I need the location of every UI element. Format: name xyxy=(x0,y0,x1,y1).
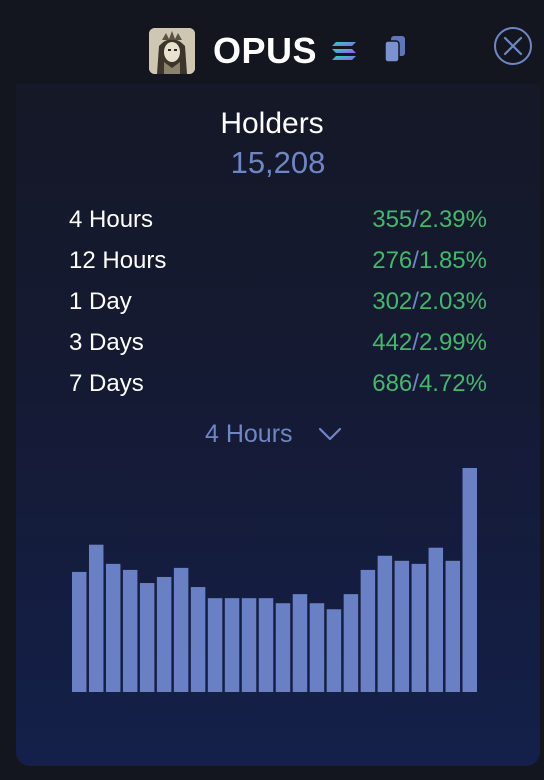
stat-label: 7 Days xyxy=(69,370,144,397)
token-avatar xyxy=(149,28,195,74)
stat-separator: / xyxy=(412,206,419,233)
chart-bar xyxy=(139,583,155,692)
period-dropdown-value: 4 Hours xyxy=(205,419,293,448)
stat-value: 302/2.03% xyxy=(372,288,487,316)
stat-row-3d: 3 Days 442/2.99% xyxy=(69,327,487,368)
stat-row-7d: 7 Days 686/4.72% xyxy=(69,368,487,409)
stat-count: 442 xyxy=(372,329,413,356)
chevron-down-icon xyxy=(318,427,341,441)
stat-value: 276/1.85% xyxy=(372,247,487,275)
holders-count: 15,208 xyxy=(230,145,326,180)
stat-row-1d: 1 Day 302/2.03% xyxy=(69,286,487,327)
holders-title: Holders xyxy=(220,107,324,140)
token-name: OPUS xyxy=(213,30,318,71)
stat-count: 302 xyxy=(372,288,413,315)
stat-label: 1 Day xyxy=(69,288,132,315)
stat-count: 686 xyxy=(372,370,413,397)
chart-bar xyxy=(105,563,121,692)
token-header: OPUS xyxy=(0,0,544,92)
stat-value: 686/4.72% xyxy=(372,370,487,398)
stat-row-4h: 4 Hours 355/2.39% xyxy=(69,204,487,245)
stat-separator: / xyxy=(412,247,419,274)
close-icon[interactable] xyxy=(493,26,533,66)
chart-bar xyxy=(309,603,325,692)
stat-separator: / xyxy=(412,329,419,356)
chart-bar xyxy=(462,468,477,692)
stat-percent: 2.39% xyxy=(418,206,487,233)
holders-bar-chart xyxy=(72,468,477,692)
stat-percent: 4.72% xyxy=(418,370,487,397)
chart-bar xyxy=(241,598,257,692)
chart-bar xyxy=(190,587,206,692)
stat-percent: 2.99% xyxy=(418,329,487,356)
period-dropdown[interactable]: 4 Hours xyxy=(205,416,343,452)
chart-bar xyxy=(411,563,427,692)
chart-bar xyxy=(377,555,393,692)
chart-bar xyxy=(173,567,189,692)
stat-label: 3 Days xyxy=(69,329,144,356)
chart-bar xyxy=(360,569,376,692)
stat-count: 276 xyxy=(372,247,413,274)
solana-icon xyxy=(332,42,356,60)
stat-count: 355 xyxy=(372,206,413,233)
stat-percent: 2.03% xyxy=(418,288,487,315)
stat-separator: / xyxy=(412,370,419,397)
chart-bar xyxy=(343,594,359,692)
chart-bar xyxy=(122,569,138,692)
stat-label: 4 Hours xyxy=(69,206,154,233)
stat-value: 442/2.99% xyxy=(372,329,487,357)
stat-value: 355/2.39% xyxy=(372,206,487,234)
chart-bar xyxy=(156,576,172,692)
chart-bar xyxy=(292,594,308,692)
chart-bar xyxy=(224,598,240,692)
chart-bar xyxy=(88,544,104,692)
copy-icon[interactable] xyxy=(384,35,406,63)
chart-bar xyxy=(258,598,274,692)
chart-bar xyxy=(428,547,444,692)
stat-label: 12 Hours xyxy=(69,247,167,274)
chart-bar xyxy=(207,598,223,692)
holder-stats-list: 4 Hours 355/2.39% 12 Hours 276/1.85% 1 D… xyxy=(69,204,487,409)
chart-bar xyxy=(326,609,342,692)
stat-row-12h: 12 Hours 276/1.85% xyxy=(69,245,487,286)
chart-bar xyxy=(275,603,291,692)
chart-bar xyxy=(445,560,461,692)
chart-bar xyxy=(394,560,410,692)
stat-percent: 1.85% xyxy=(418,247,487,274)
stat-separator: / xyxy=(412,288,419,315)
chart-bar xyxy=(72,571,87,692)
